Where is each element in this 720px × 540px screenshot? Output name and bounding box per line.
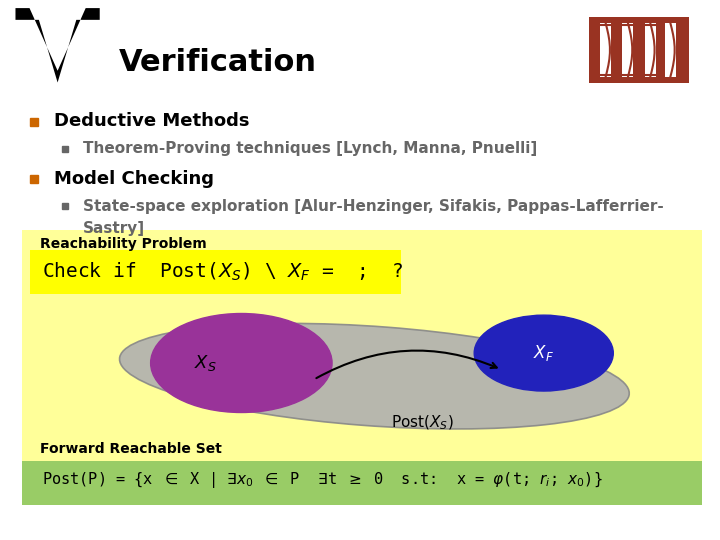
FancyBboxPatch shape xyxy=(665,23,676,77)
Text: Verification: Verification xyxy=(119,48,317,77)
Polygon shape xyxy=(16,8,99,83)
Text: Post$(X_S)$: Post$(X_S)$ xyxy=(392,413,454,431)
FancyBboxPatch shape xyxy=(22,230,702,505)
FancyBboxPatch shape xyxy=(600,23,611,77)
FancyBboxPatch shape xyxy=(30,250,401,294)
Circle shape xyxy=(150,314,332,413)
Text: $X_F$: $X_F$ xyxy=(534,343,554,363)
FancyBboxPatch shape xyxy=(589,17,689,83)
Text: Model Checking: Model Checking xyxy=(54,170,214,188)
Text: Deductive Methods: Deductive Methods xyxy=(54,112,250,131)
Text: Post(P) = {x $\in$ X | $\exists x_0$ $\in$ P  $\exists$t $\geq$ 0  s.t:  x = $\v: Post(P) = {x $\in$ X | $\exists x_0$ $\i… xyxy=(42,469,603,490)
Text: Sastry]: Sastry] xyxy=(83,221,145,236)
Text: State-space exploration [Alur-Henzinger, Sifakis, Pappas-Lafferrier-: State-space exploration [Alur-Henzinger,… xyxy=(83,199,664,214)
Text: Theorem-Proving techniques [Lynch, Manna, Pnuelli]: Theorem-Proving techniques [Lynch, Manna… xyxy=(83,141,537,156)
Text: Reachability Problem: Reachability Problem xyxy=(40,237,207,251)
FancyBboxPatch shape xyxy=(22,461,702,505)
FancyBboxPatch shape xyxy=(644,23,656,77)
Text: Check if  Post($X_S$) \ $X_F$ =  ;  ?: Check if Post($X_S$) \ $X_F$ = ; ? xyxy=(42,260,403,283)
FancyBboxPatch shape xyxy=(622,23,634,77)
Circle shape xyxy=(474,315,613,391)
Text: $X_S$: $X_S$ xyxy=(194,353,217,373)
Text: Forward Reachable Set: Forward Reachable Set xyxy=(40,442,222,456)
Ellipse shape xyxy=(120,323,629,429)
